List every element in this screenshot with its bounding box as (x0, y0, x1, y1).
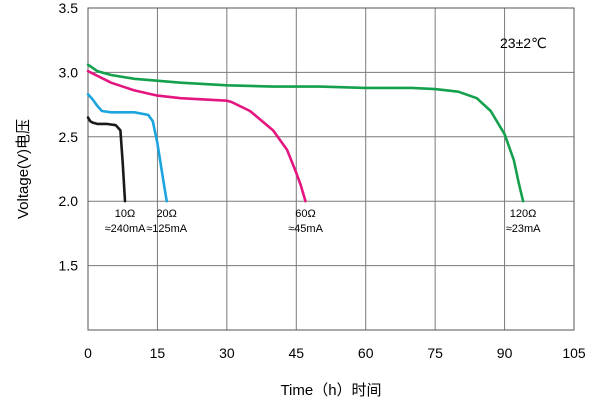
y-axis-title: Voltage(V)电压 (15, 119, 32, 219)
y-tick-label: 3.0 (59, 64, 79, 80)
x-tick-label: 60 (358, 345, 374, 361)
series-current-label: ≈45mA (288, 223, 323, 235)
series-load-label: 10Ω (115, 208, 135, 220)
x-tick-label: 45 (288, 345, 304, 361)
x-tick-label: 90 (497, 345, 513, 361)
y-tick-label: 1.5 (59, 258, 79, 274)
series-current-label: ≈125mA (146, 223, 188, 235)
y-tick-label: 2.5 (59, 129, 79, 145)
y-tick-labels: 1.5 2.0 2.5 3.0 3.5 (59, 0, 79, 274)
grid-lines (88, 8, 574, 330)
x-tick-label: 105 (562, 345, 586, 361)
series-line-3 (86, 69, 307, 203)
x-tick-label: 30 (219, 345, 235, 361)
y-tick-label: 3.5 (59, 0, 79, 16)
series-layer (86, 63, 525, 203)
x-tick-label: 0 (84, 345, 92, 361)
series-load-label: 20Ω (156, 208, 176, 220)
y-tick-label: 2.0 (59, 193, 79, 209)
plot-frame (87, 7, 575, 331)
x-tick-label: 75 (427, 345, 443, 361)
x-tick-label: 15 (150, 345, 166, 361)
temperature-annotation: 23±2℃ (500, 35, 547, 51)
x-tick-labels: 0 15 30 45 60 75 90 105 (84, 345, 586, 361)
series-load-label: 60Ω (295, 208, 315, 220)
x-axis-title: Time（h）时间 (280, 382, 381, 399)
series-line-2 (86, 93, 168, 203)
series-current-label: ≈23mA (506, 223, 541, 235)
series-load-label: 120Ω (510, 208, 537, 220)
series-line-4 (86, 63, 525, 203)
series-labels: 10Ω ≈240mA 20Ω ≈125mA 60Ω ≈45mA 120Ω ≈23mA (105, 208, 542, 235)
series-line-1 (86, 116, 127, 203)
series-current-label: ≈240mA (105, 223, 147, 235)
